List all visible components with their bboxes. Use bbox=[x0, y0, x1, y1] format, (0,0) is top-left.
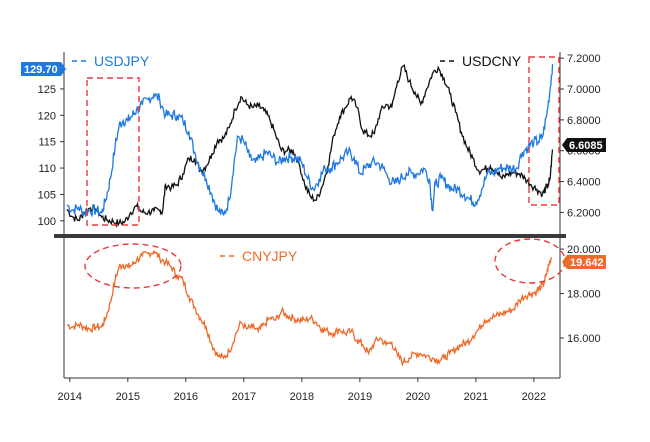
cnyjpy-line bbox=[66, 249, 552, 367]
x-tick-label-2014: 2014 bbox=[58, 391, 82, 403]
highlight-ellipse-2015 bbox=[84, 243, 182, 289]
legend-usdjpy: USDJPY bbox=[72, 53, 150, 69]
legend-cnyjpy-label: CNYJPY bbox=[242, 248, 298, 264]
x-tick-label-2019: 2019 bbox=[348, 391, 372, 403]
usdjpy-last-value-text: 129.70 bbox=[24, 64, 58, 76]
cnyjpy-last-value-tag: 19.642 bbox=[562, 255, 606, 269]
x-tick-label-2017: 2017 bbox=[232, 391, 256, 403]
y-right-tick-label-7-0000: 7.0000 bbox=[567, 84, 601, 96]
y-right-tick-label-7-2000: 7.2000 bbox=[567, 53, 601, 65]
bottom-right-tick-group: 16.000 18.000 20.000 bbox=[560, 244, 601, 345]
usdjpy-line bbox=[66, 64, 554, 218]
x-tick-label-2020: 2020 bbox=[406, 391, 430, 403]
cnyjpy-tick-label-20-000: 20.000 bbox=[567, 244, 601, 256]
y-right-tick-label-6-4000: 6.4000 bbox=[567, 177, 601, 189]
legend-usdcny-label: USDCNY bbox=[462, 53, 522, 69]
y-right-tick-label-6-2000: 6.2000 bbox=[567, 207, 601, 219]
cnyjpy-last-value-text: 19.642 bbox=[570, 257, 604, 269]
y-left-tick-label-120: 120 bbox=[38, 110, 56, 122]
highlight-ellipse-2022 bbox=[494, 238, 566, 284]
cnyjpy-tick-label-18-000: 18.000 bbox=[567, 289, 601, 301]
x-tick-label-2018: 2018 bbox=[290, 391, 314, 403]
top-left-tick-group: 100 105 110 115 120 125 bbox=[38, 84, 64, 228]
x-tick-label-2021: 2021 bbox=[464, 391, 488, 403]
x-tick-group: 2014 2015 2016 2017 2018 2019 2020 2021 2022 bbox=[58, 378, 546, 403]
x-tick-label-2022: 2022 bbox=[522, 391, 546, 403]
y-left-tick-label-100: 100 bbox=[38, 216, 56, 228]
usdjpy-last-value-tag: 129.70 bbox=[21, 62, 66, 76]
cnyjpy-tick-label-16-000: 16.000 bbox=[567, 333, 601, 345]
highlight-box-2014 bbox=[86, 77, 140, 226]
usdcny-last-value-tag: 6.6085 bbox=[562, 138, 606, 152]
legend-usdcny: USDCNY bbox=[440, 53, 522, 69]
y-left-tick-label-125: 125 bbox=[38, 84, 56, 96]
y-left-tick-label-110: 110 bbox=[38, 163, 56, 175]
legend-cnyjpy: CNYJPY bbox=[220, 248, 298, 264]
y-right-tick-label-6-8000: 6.8000 bbox=[567, 115, 601, 127]
highlight-box-2022 bbox=[528, 56, 560, 206]
x-tick-label-2016: 2016 bbox=[174, 391, 198, 403]
x-tick-label-2015: 2015 bbox=[116, 391, 140, 403]
usdcny-line bbox=[66, 64, 554, 229]
usdcny-last-value-text: 6.6085 bbox=[569, 140, 603, 152]
y-left-tick-label-105: 105 bbox=[38, 189, 56, 201]
y-left-tick-label-115: 115 bbox=[38, 137, 56, 149]
legend-usdjpy-label: USDJPY bbox=[94, 53, 150, 69]
